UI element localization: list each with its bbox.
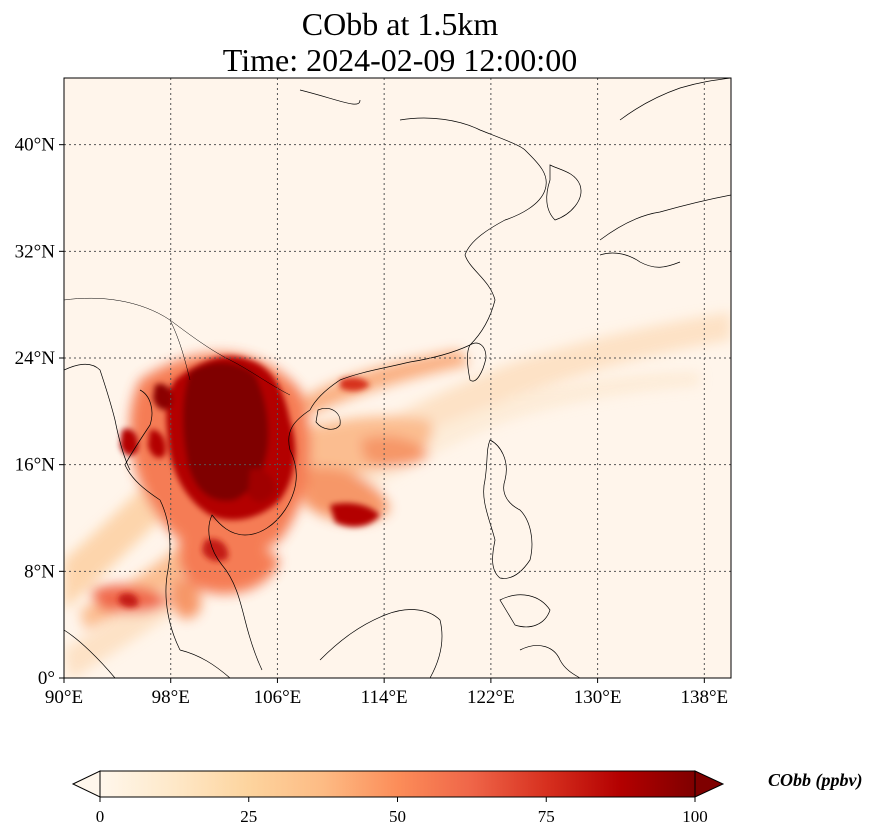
longitude-axis: 90°E 98°E 106°E 114°E 122°E 130°E 138°E xyxy=(45,678,728,708)
latitude-axis: 0° 8°N 16°N 24°N 32°N 40°N xyxy=(15,135,64,689)
lon-tick-label: 98°E xyxy=(152,687,190,708)
lat-tick-label: 32°N xyxy=(15,241,56,262)
lat-tick-label: 0° xyxy=(38,668,55,689)
lat-tick-label: 16°N xyxy=(15,455,56,476)
map-frame xyxy=(63,77,732,679)
colorbar-label: CObb (ppbv) xyxy=(768,770,863,790)
map-subtitle-time: Time: 2024-02-09 12:00:00 xyxy=(222,42,578,78)
lon-tick-label: 106°E xyxy=(254,687,302,708)
coastlines xyxy=(64,78,731,678)
map-title: CObb at 1.5km xyxy=(301,6,499,42)
colorbar-tick-label: 25 xyxy=(240,807,257,826)
colorbar-tick-label: 100 xyxy=(682,807,708,826)
cobb-concentration-field xyxy=(64,312,731,678)
lon-tick-label: 114°E xyxy=(361,687,408,708)
colorbar-tick-label: 50 xyxy=(389,807,406,826)
lat-tick-label: 40°N xyxy=(15,135,56,156)
lon-tick-label: 138°E xyxy=(680,687,728,708)
colorbar-tick-label: 75 xyxy=(538,807,555,826)
colorbar-extend-max xyxy=(694,770,725,798)
gridlines xyxy=(64,78,731,678)
colorbar-ticks: 0 25 50 75 100 xyxy=(96,797,708,826)
colorbar-tick-label: 0 xyxy=(96,807,105,826)
lon-tick-label: 90°E xyxy=(45,687,83,708)
map-panel xyxy=(63,77,732,679)
colorbar-extend-min xyxy=(71,770,101,798)
lat-tick-label: 8°N xyxy=(24,561,55,582)
lon-tick-label: 122°E xyxy=(467,687,515,708)
colorbar: 0 25 50 75 100 xyxy=(71,770,725,826)
lon-tick-label: 130°E xyxy=(574,687,622,708)
colorbar-gradient xyxy=(99,770,696,798)
lat-tick-label: 24°N xyxy=(15,348,56,369)
